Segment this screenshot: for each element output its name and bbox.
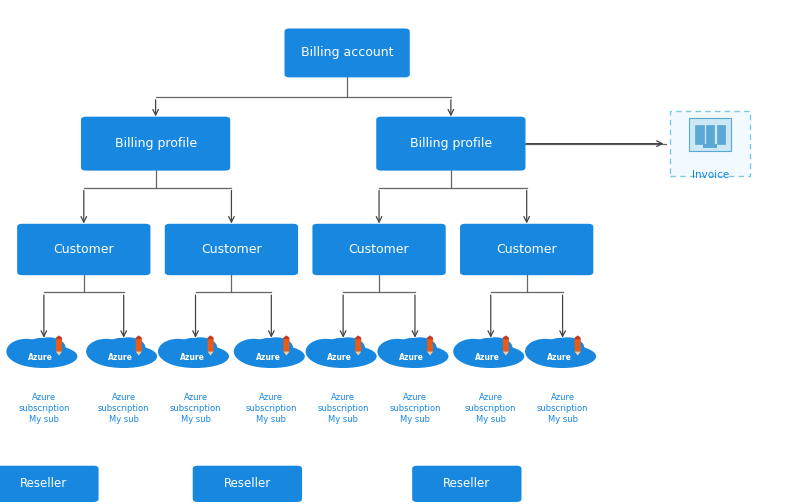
Text: Reseller: Reseller: [223, 477, 271, 490]
Text: Customer: Customer: [496, 243, 557, 256]
Polygon shape: [355, 336, 361, 352]
Text: Azure: Azure: [255, 353, 280, 362]
Polygon shape: [56, 336, 62, 339]
Circle shape: [474, 338, 501, 355]
Polygon shape: [56, 352, 62, 356]
FancyBboxPatch shape: [192, 466, 302, 502]
FancyBboxPatch shape: [0, 466, 99, 502]
Polygon shape: [283, 352, 290, 356]
Circle shape: [306, 339, 346, 364]
Polygon shape: [207, 336, 214, 352]
Circle shape: [234, 339, 274, 364]
Text: Reseller: Reseller: [443, 477, 491, 490]
Bar: [717, 125, 725, 144]
Ellipse shape: [529, 345, 596, 368]
Text: Azure: Azure: [327, 353, 352, 362]
Circle shape: [255, 338, 282, 355]
Bar: [695, 125, 704, 144]
Ellipse shape: [238, 345, 305, 368]
Circle shape: [377, 339, 417, 364]
Circle shape: [158, 339, 198, 364]
Circle shape: [525, 339, 565, 364]
Polygon shape: [207, 336, 214, 339]
Text: Azure
subscription
My sub: Azure subscription My sub: [465, 393, 516, 424]
Polygon shape: [575, 336, 581, 352]
Text: Azure
subscription
My sub: Azure subscription My sub: [170, 393, 221, 424]
FancyBboxPatch shape: [376, 117, 525, 170]
Text: Azure
subscription
My sub: Azure subscription My sub: [98, 393, 149, 424]
Circle shape: [398, 338, 425, 355]
Text: Azure
subscription
My sub: Azure subscription My sub: [18, 393, 69, 424]
FancyBboxPatch shape: [18, 224, 150, 275]
Ellipse shape: [162, 345, 229, 368]
Polygon shape: [575, 336, 581, 339]
FancyBboxPatch shape: [164, 224, 298, 275]
Text: Azure
subscription
My sub: Azure subscription My sub: [318, 393, 369, 424]
Text: Billing profile: Billing profile: [115, 137, 196, 150]
Polygon shape: [136, 336, 142, 352]
Text: Azure: Azure: [180, 353, 204, 362]
Polygon shape: [503, 336, 509, 339]
Polygon shape: [355, 336, 361, 339]
Polygon shape: [283, 336, 290, 339]
Polygon shape: [207, 352, 214, 356]
Circle shape: [184, 337, 217, 358]
FancyBboxPatch shape: [284, 29, 410, 77]
Circle shape: [107, 338, 134, 355]
Polygon shape: [427, 352, 433, 356]
Ellipse shape: [310, 345, 377, 368]
Circle shape: [86, 339, 126, 364]
Circle shape: [546, 338, 573, 355]
Polygon shape: [503, 352, 509, 356]
Circle shape: [112, 337, 145, 358]
Circle shape: [326, 338, 354, 355]
Polygon shape: [283, 336, 290, 352]
Text: Azure: Azure: [475, 353, 500, 362]
Circle shape: [32, 337, 65, 358]
Bar: [703, 144, 717, 148]
Polygon shape: [136, 336, 142, 339]
Text: Billing profile: Billing profile: [410, 137, 492, 150]
Circle shape: [259, 337, 293, 358]
Polygon shape: [503, 336, 509, 352]
Bar: [706, 125, 714, 144]
FancyBboxPatch shape: [670, 111, 750, 176]
Circle shape: [479, 337, 512, 358]
Text: Reseller: Reseller: [20, 477, 68, 490]
FancyBboxPatch shape: [312, 224, 445, 275]
Text: Azure: Azure: [108, 353, 132, 362]
Polygon shape: [427, 336, 433, 339]
Ellipse shape: [381, 345, 448, 368]
Text: Customer: Customer: [349, 243, 409, 256]
Text: Customer: Customer: [201, 243, 262, 256]
FancyBboxPatch shape: [460, 224, 593, 275]
Text: Invoice: Invoice: [692, 170, 729, 180]
Polygon shape: [355, 352, 361, 356]
Text: Azure
subscription
My sub: Azure subscription My sub: [246, 393, 297, 424]
FancyBboxPatch shape: [412, 466, 521, 502]
Text: Azure: Azure: [28, 353, 53, 362]
Text: Azure
subscription
My sub: Azure subscription My sub: [389, 393, 440, 424]
Polygon shape: [136, 352, 142, 356]
Text: Azure
subscription
My sub: Azure subscription My sub: [537, 393, 588, 424]
Circle shape: [6, 339, 46, 364]
Polygon shape: [575, 352, 581, 356]
Circle shape: [453, 339, 493, 364]
Circle shape: [179, 338, 206, 355]
FancyBboxPatch shape: [81, 117, 230, 170]
Ellipse shape: [90, 345, 157, 368]
Text: Customer: Customer: [53, 243, 114, 256]
Text: Azure: Azure: [547, 353, 571, 362]
Ellipse shape: [10, 345, 77, 368]
Polygon shape: [427, 336, 433, 352]
FancyBboxPatch shape: [689, 118, 731, 151]
Ellipse shape: [457, 345, 524, 368]
Text: Azure: Azure: [399, 353, 424, 362]
Text: Billing account: Billing account: [301, 46, 393, 59]
Circle shape: [403, 337, 437, 358]
Circle shape: [331, 337, 365, 358]
Circle shape: [27, 338, 54, 355]
Circle shape: [551, 337, 584, 358]
Polygon shape: [56, 336, 62, 352]
